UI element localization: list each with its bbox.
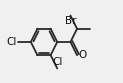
Text: Br: Br: [65, 17, 76, 26]
Text: Cl: Cl: [52, 57, 62, 67]
Text: Cl: Cl: [6, 37, 17, 47]
Text: O: O: [78, 50, 86, 60]
